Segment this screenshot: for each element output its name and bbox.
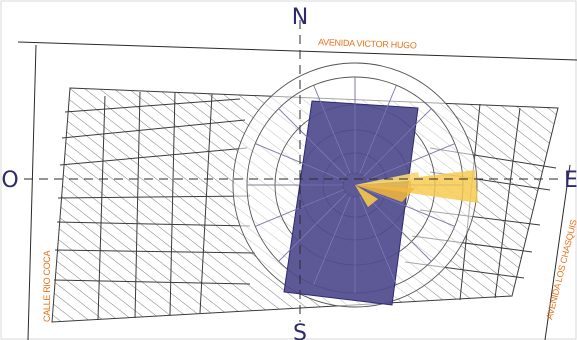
wind-rose-spoke <box>359 195 397 285</box>
street-label-west: CALLE RIO COCA <box>42 250 52 322</box>
wind-rose-spoke <box>313 195 351 285</box>
wind-rose-spoke <box>359 85 397 175</box>
project-site-building <box>283 100 419 306</box>
wind-ray-east-southeast <box>355 185 415 202</box>
street-label-north: AVENIDA VICTOR HUGO <box>318 37 417 50</box>
wind-ray-east <box>355 170 478 203</box>
wind-rose-spoke <box>365 143 455 181</box>
wind-rose-spoke <box>365 189 455 227</box>
west-label: O <box>1 168 18 193</box>
wind-rose-spokes-overlay <box>247 77 463 293</box>
wind-ray-southeast <box>355 185 378 207</box>
cardinal-axis <box>24 20 560 322</box>
north-label: N <box>292 5 308 30</box>
south-label: S <box>293 321 307 340</box>
wind-rose-spoke <box>363 108 432 177</box>
wind-rose-spoke <box>363 193 432 262</box>
east-label: E <box>564 168 577 193</box>
wind-rose-spoke <box>278 193 347 262</box>
wind-rose-spoke <box>278 108 347 177</box>
street-lines <box>17 41 577 340</box>
block-grid <box>53 91 557 321</box>
wind-rose-spoke <box>313 85 351 175</box>
